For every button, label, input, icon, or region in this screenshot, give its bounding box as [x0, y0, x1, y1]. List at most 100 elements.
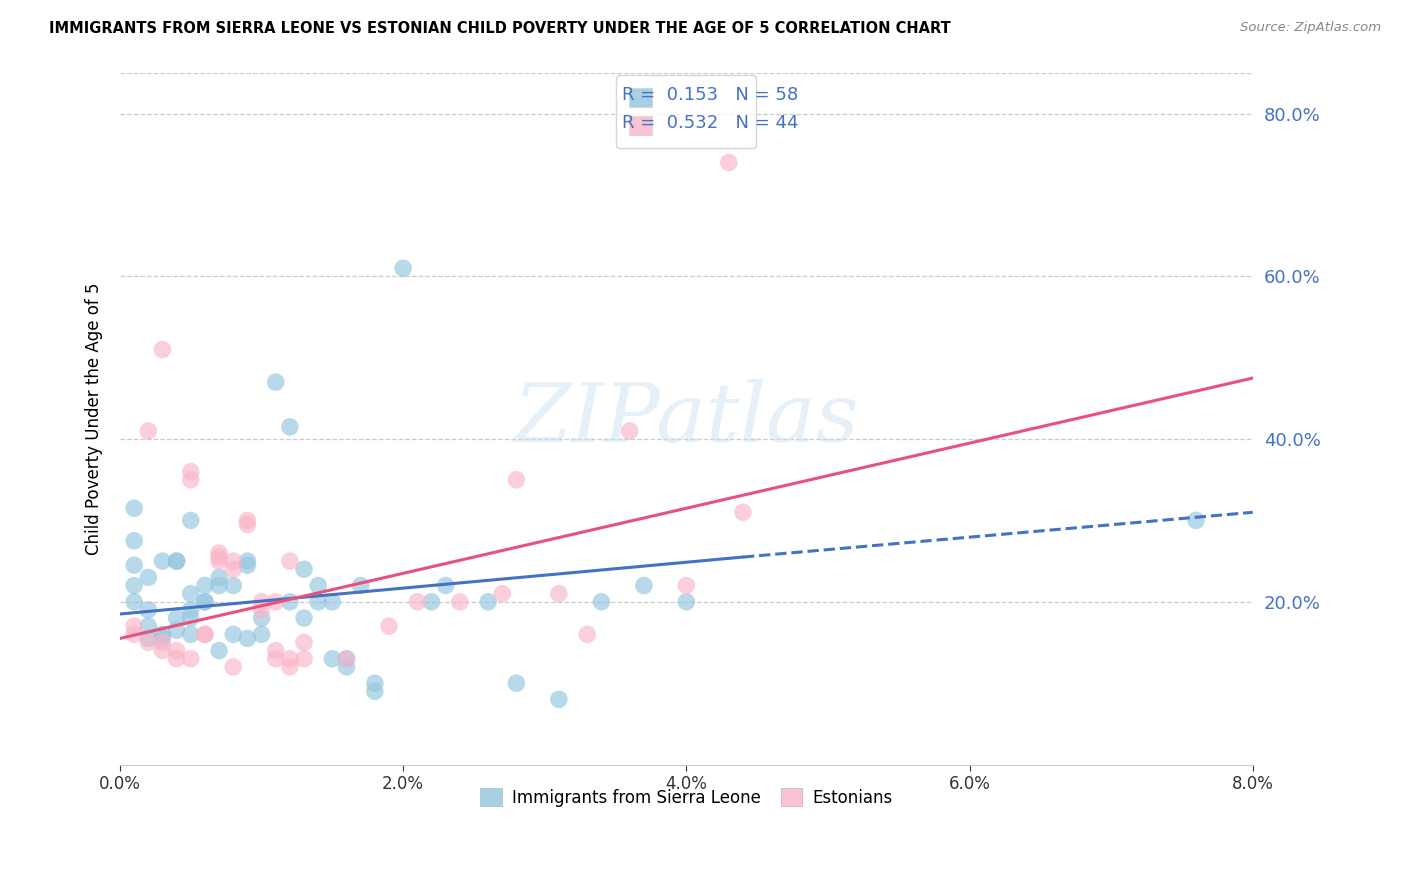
Text: Source: ZipAtlas.com: Source: ZipAtlas.com: [1240, 21, 1381, 34]
Point: [208, 570, 231, 584]
Point: [180, 465, 202, 479]
Point: [321, 595, 343, 609]
Point: [1185, 513, 1208, 527]
Point: [392, 261, 415, 276]
Point: [505, 676, 527, 690]
Point: [152, 343, 174, 357]
Point: [236, 517, 259, 532]
Point: [222, 554, 245, 568]
Point: [307, 578, 329, 592]
Point: [292, 652, 315, 666]
Point: [166, 554, 188, 568]
Point: [194, 627, 217, 641]
Point: [208, 643, 231, 657]
Point: [222, 660, 245, 674]
Point: [548, 587, 571, 601]
Point: [136, 619, 159, 633]
Point: [236, 513, 259, 527]
Point: [208, 549, 231, 564]
Text: R =  0.532   N = 44: R = 0.532 N = 44: [621, 114, 799, 132]
Point: [591, 595, 613, 609]
Point: [335, 660, 357, 674]
Point: [166, 554, 188, 568]
Point: [505, 473, 527, 487]
Point: [222, 627, 245, 641]
Point: [364, 684, 387, 698]
Point: [378, 619, 401, 633]
Point: [477, 595, 499, 609]
Point: [250, 595, 273, 609]
Point: [619, 424, 641, 438]
Point: [576, 627, 599, 641]
Point: [208, 554, 231, 568]
Point: [122, 595, 145, 609]
Point: [292, 562, 315, 576]
Point: [122, 558, 145, 573]
Point: [250, 611, 273, 625]
Point: [292, 611, 315, 625]
Point: [136, 635, 159, 649]
Point: [278, 595, 301, 609]
Point: [335, 652, 357, 666]
Point: [194, 627, 217, 641]
Point: [335, 652, 357, 666]
Point: [222, 578, 245, 592]
Point: [166, 652, 188, 666]
Point: [222, 562, 245, 576]
Point: [278, 554, 301, 568]
Point: [633, 578, 655, 592]
Point: [136, 603, 159, 617]
Point: [136, 570, 159, 584]
Text: R =  0.153   N = 58: R = 0.153 N = 58: [621, 87, 799, 104]
Point: [292, 635, 315, 649]
Point: [675, 578, 697, 592]
Point: [152, 554, 174, 568]
Point: [194, 595, 217, 609]
Point: [278, 420, 301, 434]
Point: [364, 676, 387, 690]
Point: [194, 578, 217, 592]
Point: [152, 635, 174, 649]
Point: [122, 501, 145, 516]
Point: [449, 595, 471, 609]
Point: [278, 652, 301, 666]
Point: [166, 643, 188, 657]
Text: IMMIGRANTS FROM SIERRA LEONE VS ESTONIAN CHILD POVERTY UNDER THE AGE OF 5 CORREL: IMMIGRANTS FROM SIERRA LEONE VS ESTONIAN…: [49, 21, 950, 36]
Point: [152, 632, 174, 646]
Legend: Immigrants from Sierra Leone, Estonians: Immigrants from Sierra Leone, Estonians: [472, 780, 901, 815]
Point: [548, 692, 571, 706]
Point: [208, 546, 231, 560]
Point: [208, 578, 231, 592]
Point: [180, 611, 202, 625]
Point: [491, 587, 513, 601]
Point: [434, 578, 457, 592]
Point: [236, 558, 259, 573]
Point: [166, 624, 188, 638]
Point: [264, 652, 287, 666]
Point: [166, 611, 188, 625]
Point: [122, 627, 145, 641]
Point: [136, 424, 159, 438]
Point: [321, 652, 343, 666]
Point: [264, 375, 287, 389]
Point: [675, 595, 697, 609]
Point: [136, 632, 159, 646]
Point: [406, 595, 429, 609]
Point: [307, 595, 329, 609]
Point: [236, 554, 259, 568]
Point: [152, 627, 174, 641]
Point: [250, 603, 273, 617]
Point: [278, 660, 301, 674]
Text: ZIPatlas: ZIPatlas: [513, 379, 859, 458]
Point: [180, 587, 202, 601]
Point: [264, 595, 287, 609]
Point: [250, 627, 273, 641]
Point: [180, 627, 202, 641]
Point: [122, 619, 145, 633]
Point: [180, 603, 202, 617]
Point: [180, 473, 202, 487]
Point: [731, 505, 754, 519]
Point: [122, 578, 145, 592]
Point: [420, 595, 443, 609]
Point: [350, 578, 373, 592]
